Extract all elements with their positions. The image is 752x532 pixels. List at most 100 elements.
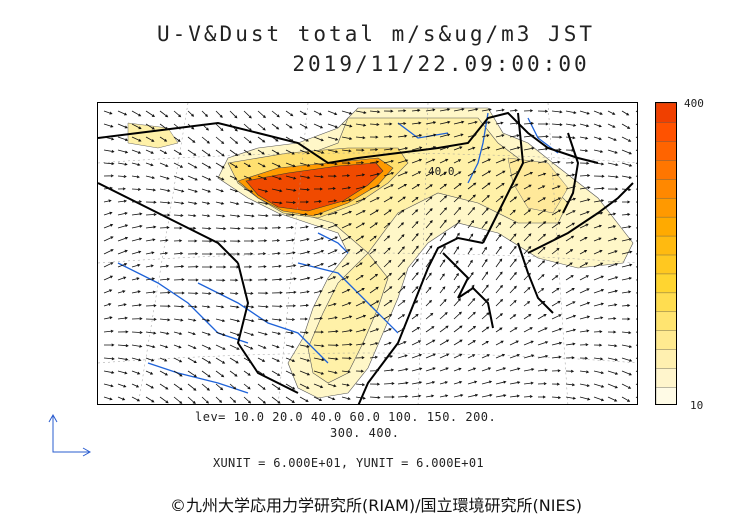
wind-arrow xyxy=(159,318,171,322)
wind-arrow xyxy=(495,327,503,333)
wind-arrow xyxy=(635,201,637,203)
wind-arrow xyxy=(215,214,226,218)
wind-arrow xyxy=(439,133,451,138)
wind-arrow xyxy=(299,331,309,335)
wind-arrow xyxy=(538,395,546,399)
wind-arrow xyxy=(537,368,548,372)
wind-arrow xyxy=(201,136,210,144)
wind-arrow xyxy=(467,120,478,125)
wind-arrow xyxy=(537,185,546,190)
wind-arrow xyxy=(439,207,448,216)
wind-arrow xyxy=(187,201,198,205)
wind-arrow xyxy=(551,221,561,229)
wind-arrow xyxy=(243,214,255,218)
chart-title: U-V&Dust total m/s&ug/m3 JST xyxy=(156,22,595,46)
wind-arrow xyxy=(369,396,381,400)
wind-arrow xyxy=(187,175,198,181)
wind-arrow xyxy=(551,185,561,190)
wind-arrow xyxy=(551,261,559,268)
wind-arrow xyxy=(201,318,211,322)
wind-arrow xyxy=(103,303,112,307)
wind-arrow xyxy=(621,188,632,192)
wind-arrow xyxy=(117,276,127,281)
wind-arrow xyxy=(313,357,325,362)
wind-arrow xyxy=(271,304,283,308)
wind-arrow xyxy=(313,224,324,229)
wind-arrow xyxy=(551,234,561,242)
wind-arrow xyxy=(117,123,128,129)
wind-arrow xyxy=(509,314,517,320)
wind-arrow xyxy=(425,353,436,359)
wind-arrow xyxy=(481,284,489,294)
wind-arrow xyxy=(369,209,379,216)
wind-arrow xyxy=(523,121,535,125)
wind-arrow xyxy=(341,302,352,307)
wind-arrow xyxy=(453,393,464,398)
wind-arrow xyxy=(117,224,129,229)
wind-arrow xyxy=(425,232,433,242)
wind-arrow xyxy=(103,162,115,166)
wind-arrow xyxy=(411,121,422,125)
wind-arrow xyxy=(425,133,437,138)
wind-arrow xyxy=(159,162,169,167)
wind-arrow xyxy=(537,287,545,294)
wind-arrow xyxy=(145,149,154,154)
wind-arrow xyxy=(159,291,171,295)
wind-arrow xyxy=(271,383,281,390)
wind-arrow xyxy=(257,188,269,193)
wind-arrow xyxy=(299,175,311,179)
wind-arrow xyxy=(313,200,322,204)
wind-arrow xyxy=(467,367,477,372)
wind-arrow xyxy=(621,370,632,376)
wind-arrow xyxy=(327,236,338,242)
wind-arrow xyxy=(551,287,560,294)
wind-arrow xyxy=(159,123,168,130)
wind-arrow xyxy=(523,209,532,216)
wind-arrow xyxy=(523,197,531,203)
wind-arrow xyxy=(593,302,605,307)
wind-arrow xyxy=(229,291,239,295)
wind-arrow xyxy=(173,213,184,217)
colorbar-swatch xyxy=(656,386,676,404)
wind-arrow xyxy=(467,354,476,359)
wind-arrow xyxy=(607,263,619,268)
wind-arrow xyxy=(327,396,336,401)
wind-arrow xyxy=(215,175,225,181)
wind-arrow xyxy=(537,197,546,203)
wind-arrow xyxy=(453,272,459,281)
wind-arrow xyxy=(327,249,338,255)
wind-arrow xyxy=(551,300,561,307)
wind-arrow xyxy=(537,246,546,255)
wind-arrow xyxy=(229,370,238,377)
wind-arrow xyxy=(159,370,169,376)
wind-arrow xyxy=(579,288,590,294)
wind-arrow xyxy=(271,188,283,193)
wind-arrow xyxy=(159,188,171,193)
wind-arrow xyxy=(523,233,532,242)
wind-arrow xyxy=(201,110,209,118)
wind-arrow xyxy=(271,370,281,376)
wind-arrow xyxy=(230,252,241,256)
wind-arrow xyxy=(187,278,199,282)
colorbar-swatch xyxy=(656,348,676,369)
wind-arrow xyxy=(481,341,489,346)
wind-arrow xyxy=(131,237,143,242)
wind-arrow xyxy=(285,331,294,335)
wind-arrow xyxy=(411,367,423,372)
wind-arrow xyxy=(355,235,365,242)
wind-arrow xyxy=(355,396,366,400)
wind-arrow xyxy=(103,199,112,203)
wind-arrow xyxy=(341,123,353,128)
wind-arrow xyxy=(453,285,460,294)
wind-arrow xyxy=(215,162,225,169)
wind-arrow xyxy=(229,357,239,364)
wind-arrow xyxy=(341,236,352,242)
wind-arrow xyxy=(467,159,476,164)
wind-arrow xyxy=(355,123,367,127)
wind-arrow xyxy=(103,123,114,128)
wind-arrow xyxy=(383,235,391,242)
wind-arrow xyxy=(621,225,632,229)
wind-arrow xyxy=(117,110,128,116)
wind-arrow xyxy=(285,123,293,129)
wind-arrow xyxy=(159,396,169,404)
